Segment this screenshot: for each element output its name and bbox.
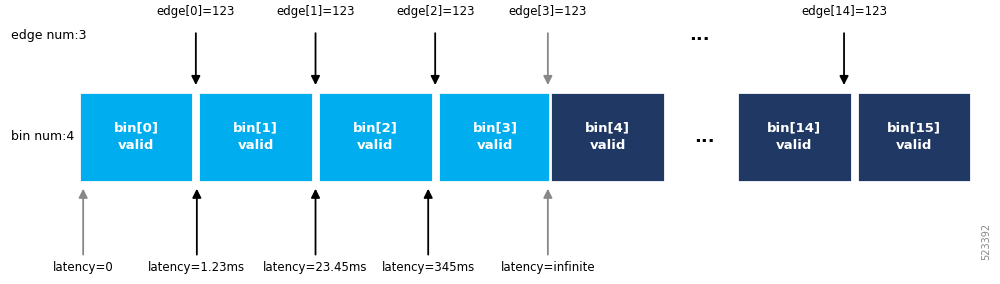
- Text: latency=infinite: latency=infinite: [501, 261, 595, 274]
- Text: latency=1.23ms: latency=1.23ms: [148, 261, 245, 274]
- Text: bin[1]
valid: bin[1] valid: [233, 121, 278, 153]
- Text: ...: ...: [694, 128, 715, 146]
- Text: bin[0]
valid: bin[0] valid: [114, 121, 159, 153]
- Text: edge[1]=123: edge[1]=123: [276, 5, 355, 18]
- FancyBboxPatch shape: [550, 92, 665, 182]
- FancyBboxPatch shape: [438, 92, 552, 182]
- Text: bin num:4: bin num:4: [11, 130, 75, 143]
- Text: bin[4]
valid: bin[4] valid: [585, 121, 630, 153]
- FancyBboxPatch shape: [198, 92, 313, 182]
- Text: latency=23.45ms: latency=23.45ms: [263, 261, 368, 274]
- Text: latency=0: latency=0: [53, 261, 114, 274]
- FancyBboxPatch shape: [737, 92, 852, 182]
- FancyBboxPatch shape: [318, 92, 433, 182]
- Text: 523392: 523392: [982, 223, 992, 260]
- Text: bin[15]
valid: bin[15] valid: [887, 121, 941, 153]
- FancyBboxPatch shape: [79, 92, 193, 182]
- Text: edge[14]=123: edge[14]=123: [801, 5, 887, 18]
- Text: bin[2]
valid: bin[2] valid: [353, 121, 398, 153]
- Text: edge[2]=123: edge[2]=123: [396, 5, 474, 18]
- Text: bin[3]
valid: bin[3] valid: [473, 121, 518, 153]
- FancyBboxPatch shape: [857, 92, 971, 182]
- Text: edge num:3: edge num:3: [11, 30, 87, 43]
- Text: bin[14]
valid: bin[14] valid: [767, 121, 821, 153]
- Text: ...: ...: [689, 26, 710, 43]
- Text: edge[3]=123: edge[3]=123: [509, 5, 587, 18]
- Text: edge[0]=123: edge[0]=123: [157, 5, 235, 18]
- Text: latency=345ms: latency=345ms: [382, 261, 475, 274]
